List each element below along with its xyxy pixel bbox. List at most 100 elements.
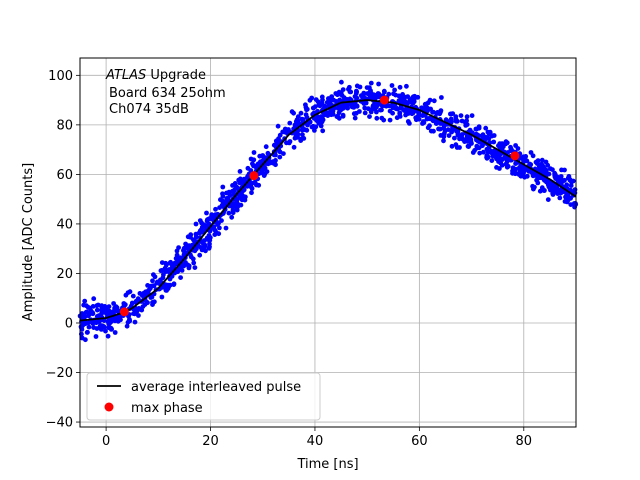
sample-point [552, 172, 558, 178]
max-phase-point [249, 171, 259, 181]
sample-point [489, 158, 495, 164]
sample-point [251, 163, 256, 169]
sample-point [140, 304, 146, 309]
sample-point [171, 281, 177, 287]
sample-point [562, 199, 568, 204]
sample-point [357, 84, 363, 90]
sample-point [295, 131, 301, 137]
sample-point [421, 119, 426, 124]
sample-point [107, 320, 113, 326]
sample-point [535, 158, 541, 164]
sample-point [435, 110, 440, 115]
sample-point [428, 128, 434, 134]
y-tick-label: 20 [56, 267, 73, 282]
sample-point [352, 115, 358, 121]
sample-point [230, 207, 236, 213]
sample-point [365, 91, 370, 96]
sample-point [423, 102, 429, 107]
sample-point [327, 96, 332, 102]
sample-point [319, 119, 325, 125]
sample-point [445, 127, 451, 132]
max-phase-point [379, 95, 389, 105]
sample-point [495, 155, 501, 161]
sample-point [348, 89, 354, 95]
sample-point [564, 182, 570, 188]
sample-point [230, 183, 235, 188]
sample-point [312, 104, 318, 110]
sample-point [307, 97, 313, 103]
x-tick-label: 40 [307, 434, 324, 449]
sample-point [362, 110, 368, 116]
sample-point [264, 169, 270, 175]
sample-point [174, 248, 180, 254]
sample-point [545, 162, 551, 168]
sample-point [481, 149, 486, 155]
sample-point [396, 98, 402, 103]
sample-point [436, 126, 441, 132]
sample-point [367, 114, 372, 119]
y-tick-label: 0 [65, 316, 73, 331]
x-tick-label: 0 [102, 434, 110, 449]
sample-point [281, 151, 286, 157]
sample-point [237, 169, 243, 174]
sample-point [295, 118, 301, 123]
sample-point [368, 80, 374, 86]
sample-point [245, 174, 251, 179]
annotation-block: ATLAS Upgrade Board 634 25ohm Ch074 35dB [105, 68, 226, 117]
sample-point [284, 140, 289, 146]
sample-point [484, 135, 490, 141]
sample-point [205, 217, 210, 223]
sample-point [175, 258, 180, 264]
max-phase-point [510, 151, 520, 161]
sample-point [159, 294, 165, 300]
sample-point [464, 138, 470, 144]
sample-point [441, 134, 447, 140]
sample-point [164, 288, 170, 293]
sample-point [150, 302, 155, 307]
sample-point [143, 290, 148, 296]
sample-point [106, 304, 112, 309]
sample-point [464, 122, 470, 127]
sample-point [217, 205, 223, 211]
sample-point [103, 328, 108, 334]
sample-point [237, 180, 243, 186]
sample-point [544, 167, 549, 173]
sample-point [430, 118, 436, 124]
sample-point [483, 125, 489, 131]
sample-point [521, 154, 526, 160]
legend-marker-swatch [104, 402, 114, 412]
sample-point [207, 241, 212, 247]
sample-point [99, 303, 105, 309]
sample-point [144, 299, 150, 305]
sample-point [449, 143, 455, 149]
sample-point [357, 109, 362, 114]
sample-point [99, 307, 104, 313]
sample-point [368, 88, 373, 93]
average-pulse-line [79, 99, 577, 322]
sample-point [335, 105, 341, 111]
sample-point [400, 92, 405, 97]
sample-point [476, 133, 482, 139]
x-tick-label: 20 [202, 434, 219, 449]
max-phase-point [119, 307, 129, 317]
sample-point [317, 103, 323, 109]
sample-point [361, 101, 367, 106]
sample-point [390, 110, 395, 116]
sample-point [112, 307, 118, 313]
sample-point [425, 125, 431, 131]
sample-point [524, 158, 530, 164]
sample-point [229, 204, 235, 209]
sample-point [518, 173, 524, 179]
sample-point [340, 87, 346, 92]
sample-point [150, 278, 155, 284]
sample-point [273, 162, 278, 168]
sample-point [277, 154, 283, 160]
sample-point [168, 259, 174, 265]
sample-point [464, 114, 470, 120]
sample-point [539, 157, 545, 163]
sample-point [381, 88, 387, 94]
sample-point [313, 124, 319, 130]
annotation-line-2: Board 634 25ohm [109, 86, 226, 101]
sample-point [182, 250, 188, 256]
